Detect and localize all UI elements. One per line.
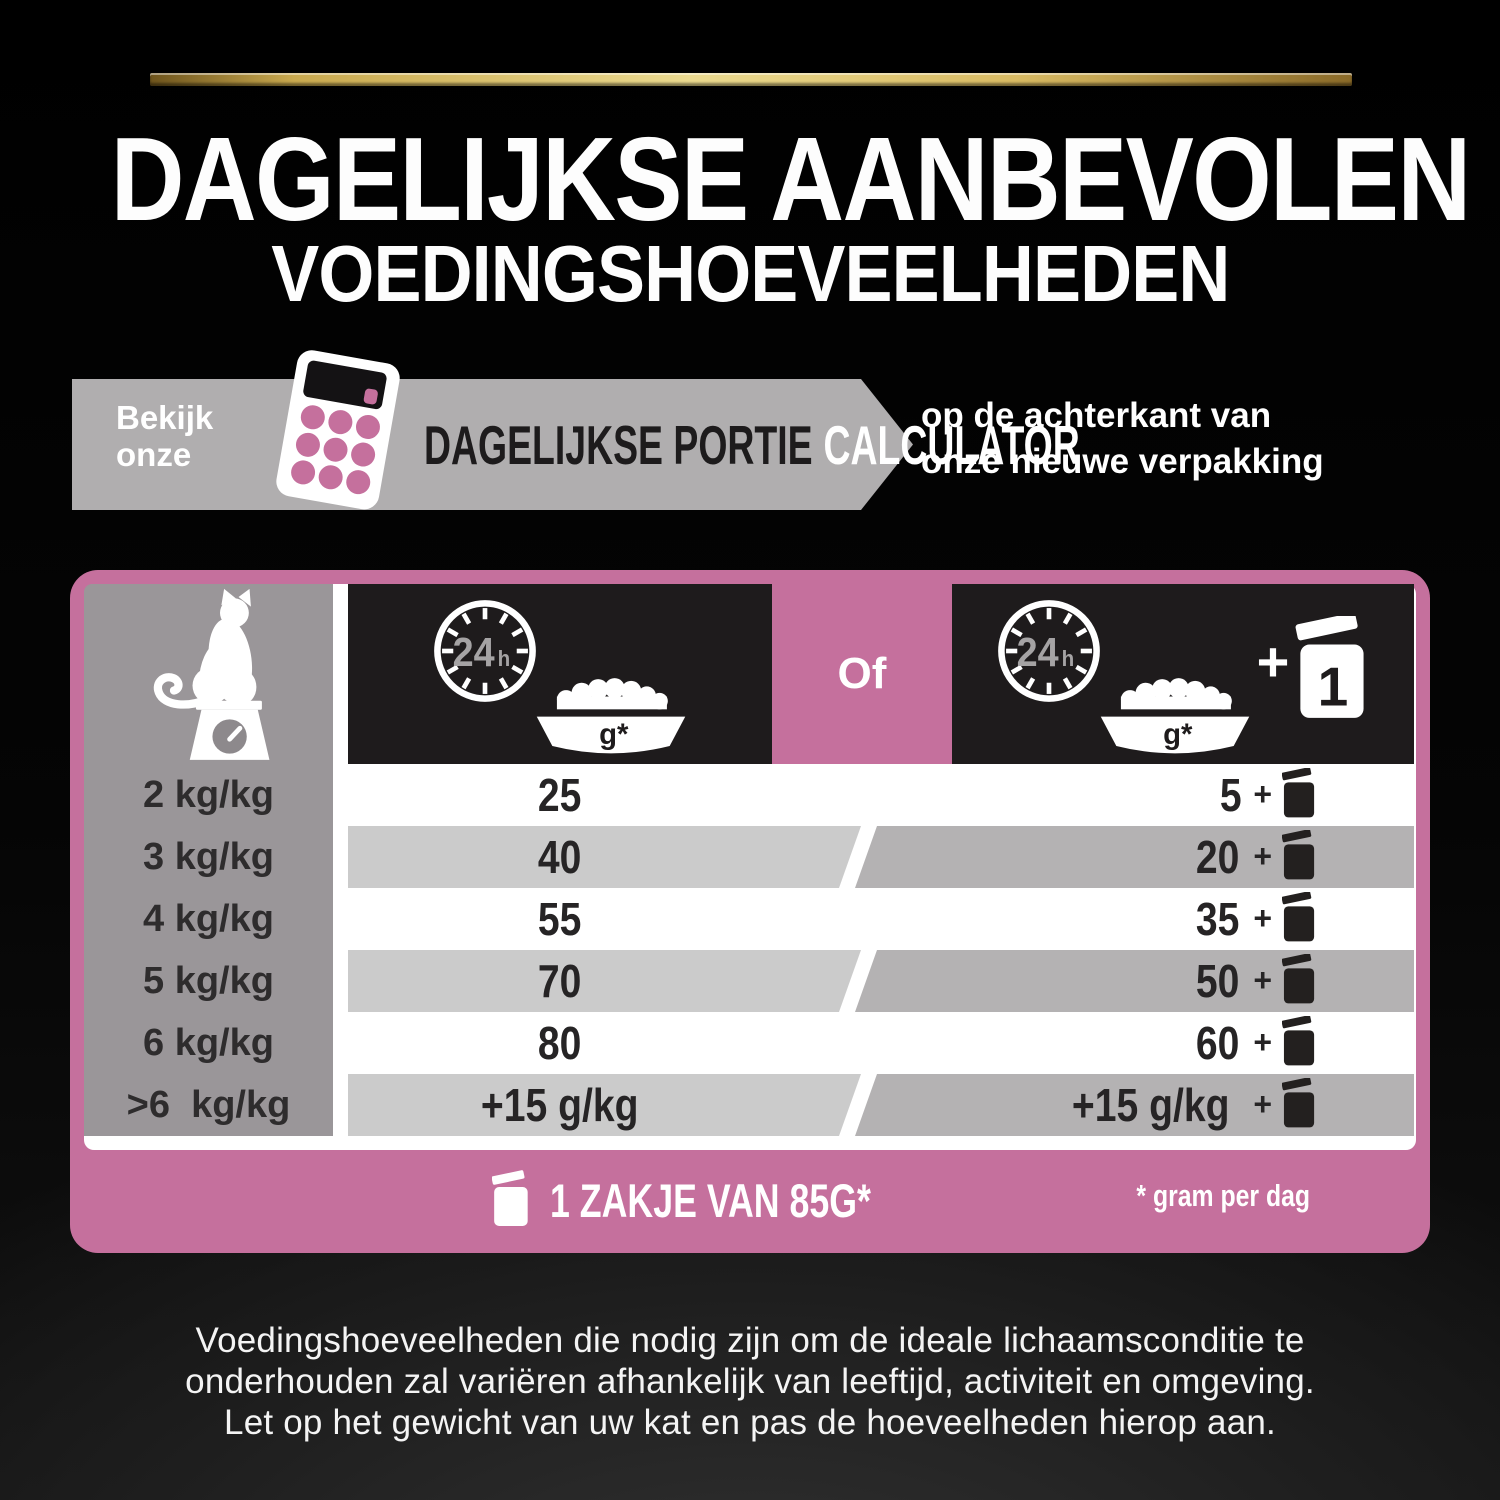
plus-sign: + [1253,899,1272,936]
table-footer-note: 1 ZAKJE VAN 85G* [52,1164,1412,1236]
table-row: 55 35 + [348,888,1414,950]
pouch-note-label: 1 ZAKJE VAN 85G* [549,1173,871,1227]
calculator-icon [276,350,400,510]
dry-amount: 40 [538,831,582,883]
pouch-icon [1282,892,1315,942]
table-row: 80 60 + [348,1012,1414,1074]
mixed-amount-cell: 50 + [772,950,1414,1012]
pouch-count-label: 1 [1318,656,1349,718]
plus-sign: + [1253,837,1272,874]
disclaimer: Voedingshoeveelheden die nodig zijn om d… [0,1320,1500,1443]
unit-note-label: * gram per dag [1136,1178,1310,1213]
dry-amount-cell: 55 [348,888,772,950]
banner-intro-line1: Bekijk [116,399,214,436]
pouch-icon: 1 [1295,616,1364,718]
clock-unit-label: h [1061,646,1074,671]
plus-sign: + [1253,775,1272,812]
header-dry-food: 24 h g* [348,584,772,764]
dry-amount: 70 [538,955,582,1007]
plus-sign: + [1253,1085,1272,1122]
table-row: +15 g/kg +15 g/kg + [348,1074,1414,1136]
dry-amount-cell: +15 g/kg [348,1074,772,1136]
mixed-amount: 20 [1195,831,1240,883]
weight-column: 2 kg/kg 3 kg/kg 4 kg/kg 5 kg/kg 6 kg/kg … [84,584,333,1136]
cat-on-scale-icon [153,588,270,760]
mixed-amount-cell: 5 + [772,764,1414,826]
weight-label: 6 kg/kg [143,1021,274,1064]
feeding-table: 2 kg/kg 3 kg/kg 4 kg/kg 5 kg/kg 6 kg/kg … [70,570,1430,1253]
dry-amount: 25 [538,769,582,821]
bowl-grams-label: g* [1163,718,1193,751]
pouch-icon [1282,1016,1315,1066]
page-title-line1: DAGELIJKSE AANBEVOLEN [110,113,1472,246]
table-rows: 25 5 + 40 20 + 55 35 + 70 50 + [348,764,1414,1136]
banner-intro-text: Bekijk onze [116,399,213,473]
banner-note: op de achterkant van onze nieuwe verpakk… [921,393,1324,485]
page-title-line2: VOEDINGSHOEVEELHEDEN [270,229,1230,318]
pouch-icon [1282,954,1315,1004]
clock-unit-label: h [498,646,511,671]
pouch-icon [1282,768,1315,818]
weight-label: >6 kg/kg [126,1083,291,1126]
mixed-amount: +15 g/kg [1071,1079,1230,1131]
weight-label: 4 kg/kg [143,897,274,940]
banner-title: DAGELIJKSE PORTIE CALCULATOR [424,379,1080,510]
banner-title-dark: DAGELIJKSE PORTIE [424,413,813,476]
gold-divider [150,73,1352,86]
food-bowl-icon: g* [536,678,686,754]
clock-hours-label: 24 [453,630,495,676]
pouch-icon [491,1170,528,1226]
mixed-amount-cell: 60 + [772,1012,1414,1074]
mixed-amount-cell: 35 + [772,888,1414,950]
dry-amount: 80 [538,1017,582,1069]
banner-intro-line2: onze [116,436,192,473]
weight-label: 3 kg/kg [143,835,274,878]
pouch-icon [1282,1078,1315,1128]
bowl-grams-label: g* [599,718,629,751]
disclaimer-line3: Let op het gewicht van uw kat en pas de … [224,1403,1276,1442]
food-bowl-icon: g* [1100,678,1249,754]
dry-amount: 55 [538,893,582,945]
header-mixed-food: 24 h g* + [952,584,1414,764]
table-row: 70 50 + [348,950,1414,1012]
mixed-amount: 5 [1219,769,1242,821]
dry-amount-cell: 70 [348,950,772,1012]
calculator-banner [72,379,913,510]
mixed-amount-cell: +15 g/kg + [772,1074,1414,1136]
or-cell: Of [772,584,952,764]
mixed-amount: 60 [1195,1017,1240,1069]
pouch-icon [1282,830,1315,880]
feeding-table-inner: 2 kg/kg 3 kg/kg 4 kg/kg 5 kg/kg 6 kg/kg … [84,584,1416,1150]
table-row: 40 20 + [348,826,1414,888]
plus-sign: + [1253,961,1272,998]
dry-amount-cell: 40 [348,826,772,888]
clock-24h-icon: 24 h [434,600,536,702]
plus-sign: + [1256,629,1290,693]
clock-bowl-group: 24 h g* [429,591,691,757]
banner-title-light: CALCULATOR [823,413,1080,476]
banner-note-line1: op de achterkant van [921,396,1272,435]
plus-sign: + [1253,1023,1272,1060]
dry-amount-cell: 80 [348,1012,772,1074]
weight-label: 2 kg/kg [143,773,274,816]
table-row: 25 5 + [348,764,1414,826]
mixed-amount: 50 [1195,955,1240,1007]
disclaimer-line1: Voedingshoeveelheden die nodig zijn om d… [195,1321,1305,1360]
mixed-amount-cell: 20 + [772,826,1414,888]
mixed-amount: 35 [1195,893,1240,945]
disclaimer-line2: onderhouden zal variëren afhankelijk van… [185,1362,1315,1401]
clock-24h-icon: 24 h [997,600,1100,702]
dry-amount: +15 g/kg [481,1079,639,1131]
clock-hours-label: 24 [1016,630,1058,676]
weight-label: 5 kg/kg [143,959,274,1002]
clock-bowl-group: 24 h g* [993,591,1255,757]
dry-amount-cell: 25 [348,764,772,826]
banner-note-line2: onze nieuwe verpakking [921,442,1324,481]
